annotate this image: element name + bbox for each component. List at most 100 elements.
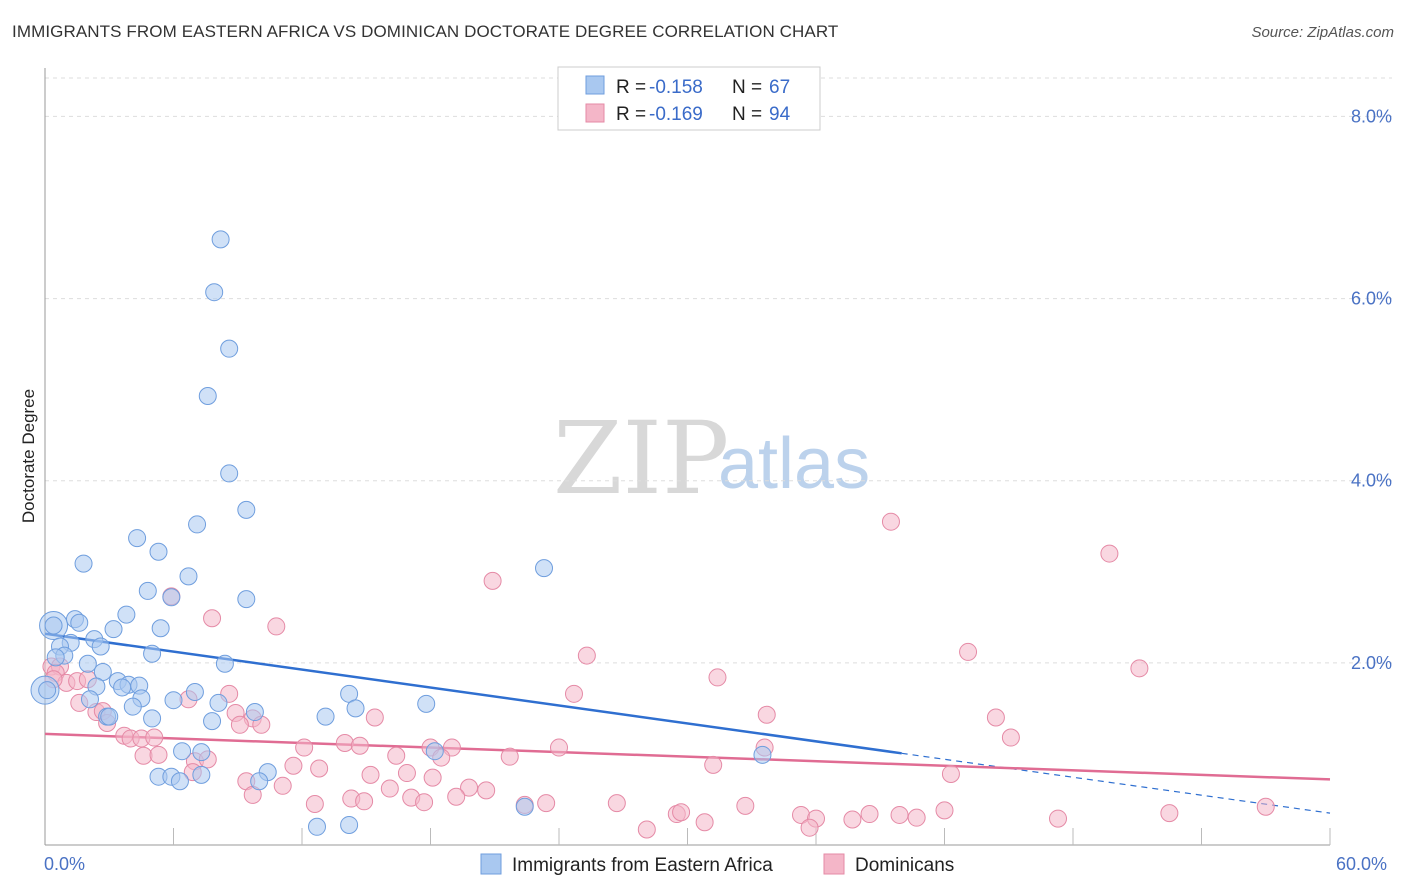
pink-point — [350, 736, 369, 755]
blue-point — [74, 554, 93, 573]
blue-point — [123, 697, 142, 716]
blue-point — [117, 605, 136, 624]
blue-point — [138, 581, 157, 600]
watermark: ZIP atlas — [553, 400, 870, 517]
pink-point — [800, 818, 819, 837]
legend-r-value-blue: -0.158 — [649, 77, 703, 98]
pink-point — [1100, 544, 1119, 563]
y-axis-label: Doctorate Degree — [19, 389, 38, 523]
blue-point — [753, 745, 772, 764]
blue-point — [128, 529, 147, 548]
blue-point — [188, 515, 207, 534]
blue-point — [237, 590, 256, 609]
blue-point — [220, 464, 239, 483]
pink-point — [708, 668, 727, 687]
pink-point — [284, 756, 303, 775]
blue-point — [425, 742, 444, 761]
pink-point — [757, 705, 776, 724]
x-tick-marks — [173, 828, 1331, 845]
series-legend-label-pink: Dominicans — [855, 855, 954, 876]
pink-point — [380, 779, 399, 798]
scatter-points — [30, 230, 1275, 839]
pink-point — [577, 646, 596, 665]
blue-point — [346, 699, 365, 718]
pink-point — [134, 746, 153, 765]
pink-point — [907, 808, 926, 827]
pink-point — [941, 764, 960, 783]
blue-point — [44, 616, 63, 635]
pink-point — [295, 738, 314, 757]
blue-point — [149, 542, 168, 561]
blue-point — [179, 567, 198, 586]
pink-point — [607, 794, 626, 813]
series-legend: Immigrants from Eastern Africa Dominican… — [480, 853, 954, 876]
pink-point — [1001, 728, 1020, 747]
pink-point — [361, 765, 380, 784]
legend-r-label-pink: R = — [616, 104, 646, 125]
pink-point — [704, 755, 723, 774]
blue-point — [170, 772, 189, 791]
pink-point — [695, 813, 714, 832]
blue-point — [245, 703, 264, 722]
blue-point — [340, 815, 359, 834]
watermark-zip: ZIP — [553, 400, 729, 517]
blue-point — [209, 693, 228, 712]
blue-point — [46, 648, 65, 667]
blue-point — [192, 743, 211, 762]
pink-point — [335, 734, 354, 752]
series-legend-swatch-pink — [823, 853, 845, 875]
pink-point — [305, 795, 324, 814]
blue-point — [113, 678, 132, 697]
pink-point — [881, 512, 900, 531]
pink-trend-line — [44, 732, 1331, 781]
pink-point — [550, 738, 568, 757]
pink-point — [230, 715, 249, 734]
pink-point — [460, 778, 479, 797]
legend-n-label-blue: N = — [732, 77, 762, 98]
pink-point — [447, 787, 466, 806]
legend-swatch-pink — [585, 103, 605, 123]
blue-point — [38, 681, 57, 700]
blue-point — [316, 707, 335, 726]
blue-point — [70, 613, 89, 632]
pink-point — [387, 746, 406, 765]
series-legend-swatch-blue — [480, 853, 502, 875]
pink-point — [890, 805, 909, 824]
blue-point — [192, 765, 211, 784]
blue-point — [198, 387, 217, 406]
x-tick-label-min: 0.0% — [44, 854, 85, 874]
pink-point — [986, 708, 1005, 727]
pink-point — [1130, 659, 1149, 678]
pink-point — [564, 684, 583, 703]
pink-point — [860, 805, 879, 824]
pink-point — [203, 609, 222, 628]
pink-point — [423, 768, 442, 787]
pink-point — [1049, 809, 1068, 828]
pink-point — [397, 764, 416, 783]
y-tick-label: 6.0% — [1351, 289, 1392, 309]
trend-lines — [44, 632, 1331, 814]
blue-point — [535, 559, 554, 578]
pink-point — [1160, 804, 1179, 823]
pink-point — [843, 810, 862, 829]
pink-point — [355, 792, 374, 811]
blue-point — [104, 620, 123, 639]
blue-trend-line — [44, 632, 902, 755]
series-legend-label-blue: Immigrants from Eastern Africa — [512, 855, 773, 876]
blue-point — [250, 772, 269, 791]
gridlines — [45, 77, 1392, 664]
blue-point — [78, 654, 97, 673]
blue-point — [203, 712, 222, 731]
y-tick-label: 2.0% — [1351, 653, 1392, 673]
legend-r-value-pink: -0.169 — [649, 104, 703, 125]
pink-point — [310, 759, 329, 778]
blue-point — [162, 588, 181, 607]
blue-point — [151, 619, 170, 638]
y-tick-label: 8.0% — [1351, 106, 1392, 126]
pink-point — [267, 617, 286, 636]
pink-point — [149, 745, 168, 764]
blue-point — [143, 644, 162, 663]
chart-title: IMMIGRANTS FROM EASTERN AFRICA VS DOMINI… — [12, 22, 839, 41]
legend-n-value-pink: 94 — [769, 104, 791, 125]
